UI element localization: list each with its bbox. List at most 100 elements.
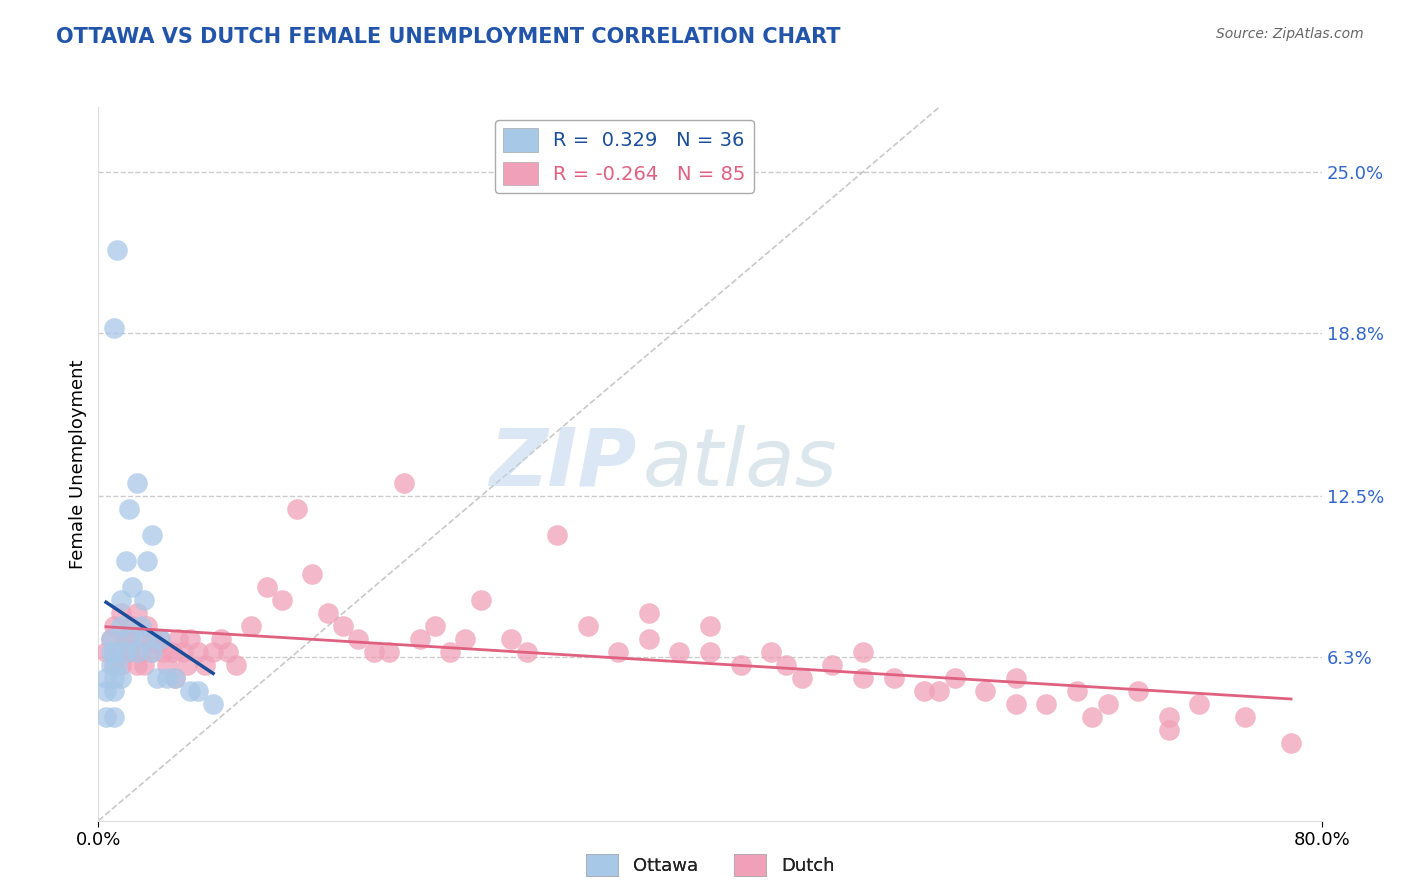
Point bbox=[1279, 736, 1302, 750]
Point bbox=[129, 619, 152, 633]
Point bbox=[121, 619, 143, 633]
Point bbox=[1157, 723, 1180, 737]
Point bbox=[194, 657, 217, 672]
Point bbox=[202, 697, 225, 711]
Point bbox=[668, 645, 690, 659]
Point bbox=[179, 632, 201, 646]
Point bbox=[1234, 710, 1257, 724]
Point bbox=[1188, 697, 1211, 711]
Point bbox=[176, 657, 198, 672]
Point bbox=[167, 632, 190, 646]
Point bbox=[516, 645, 538, 659]
Point bbox=[301, 567, 323, 582]
Point bbox=[100, 632, 122, 646]
Point bbox=[637, 632, 661, 646]
Point bbox=[115, 645, 138, 659]
Point bbox=[699, 619, 721, 633]
Point bbox=[699, 645, 721, 659]
Point bbox=[928, 684, 950, 698]
Point bbox=[110, 606, 132, 620]
Point bbox=[607, 645, 630, 659]
Point bbox=[546, 528, 568, 542]
Point bbox=[103, 320, 125, 334]
Point bbox=[347, 632, 370, 646]
Y-axis label: Female Unemployment: Female Unemployment bbox=[69, 359, 87, 568]
Point bbox=[134, 632, 156, 646]
Text: ZIP: ZIP bbox=[489, 425, 637, 503]
Point bbox=[576, 619, 599, 633]
Point bbox=[94, 684, 117, 698]
Point bbox=[103, 671, 125, 685]
Point bbox=[439, 645, 461, 659]
Point bbox=[110, 657, 132, 672]
Point bbox=[637, 606, 661, 620]
Point bbox=[118, 632, 141, 646]
Point bbox=[94, 671, 117, 685]
Point bbox=[110, 593, 132, 607]
Point bbox=[332, 619, 354, 633]
Point bbox=[103, 619, 125, 633]
Point bbox=[125, 606, 148, 620]
Point bbox=[179, 684, 201, 698]
Point bbox=[256, 580, 278, 594]
Point bbox=[103, 657, 125, 672]
Point bbox=[125, 645, 148, 659]
Point bbox=[408, 632, 430, 646]
Point bbox=[943, 671, 966, 685]
Point bbox=[209, 632, 232, 646]
Point bbox=[145, 671, 167, 685]
Point bbox=[94, 710, 117, 724]
Point bbox=[115, 632, 138, 646]
Point bbox=[103, 710, 125, 724]
Text: Source: ZipAtlas.com: Source: ZipAtlas.com bbox=[1216, 27, 1364, 41]
Point bbox=[883, 671, 905, 685]
Point bbox=[134, 657, 156, 672]
Point bbox=[240, 619, 263, 633]
Point bbox=[730, 657, 752, 672]
Point bbox=[125, 657, 148, 672]
Point bbox=[100, 657, 122, 672]
Point bbox=[285, 502, 308, 516]
Point bbox=[100, 645, 122, 659]
Point bbox=[163, 671, 186, 685]
Point bbox=[378, 645, 401, 659]
Point bbox=[1097, 697, 1119, 711]
Point bbox=[974, 684, 997, 698]
Point bbox=[121, 580, 143, 594]
Point bbox=[163, 671, 186, 685]
Point bbox=[110, 619, 132, 633]
Point bbox=[156, 657, 179, 672]
Point bbox=[149, 632, 172, 646]
Point bbox=[134, 593, 156, 607]
Point bbox=[225, 657, 247, 672]
Point bbox=[149, 632, 172, 646]
Point bbox=[115, 554, 138, 568]
Point bbox=[392, 476, 416, 491]
Point bbox=[125, 476, 148, 491]
Text: OTTAWA VS DUTCH FEMALE UNEMPLOYMENT CORRELATION CHART: OTTAWA VS DUTCH FEMALE UNEMPLOYMENT CORR… bbox=[56, 27, 841, 46]
Point bbox=[1157, 710, 1180, 724]
Point bbox=[118, 645, 141, 659]
Legend: Ottawa, Dutch: Ottawa, Dutch bbox=[578, 847, 842, 883]
Point bbox=[187, 684, 209, 698]
Point bbox=[821, 657, 844, 672]
Point bbox=[141, 632, 163, 646]
Point bbox=[187, 645, 209, 659]
Point bbox=[105, 243, 128, 257]
Point bbox=[103, 684, 125, 698]
Point bbox=[470, 593, 492, 607]
Point bbox=[316, 606, 339, 620]
Point bbox=[100, 632, 122, 646]
Point bbox=[129, 645, 152, 659]
Point bbox=[145, 637, 167, 651]
Point bbox=[775, 657, 797, 672]
Point bbox=[501, 632, 523, 646]
Point bbox=[110, 671, 132, 685]
Point bbox=[136, 554, 159, 568]
Point bbox=[134, 632, 156, 646]
Point bbox=[217, 645, 239, 659]
Point bbox=[172, 645, 194, 659]
Point bbox=[141, 645, 163, 659]
Point bbox=[270, 593, 292, 607]
Point bbox=[118, 632, 141, 646]
